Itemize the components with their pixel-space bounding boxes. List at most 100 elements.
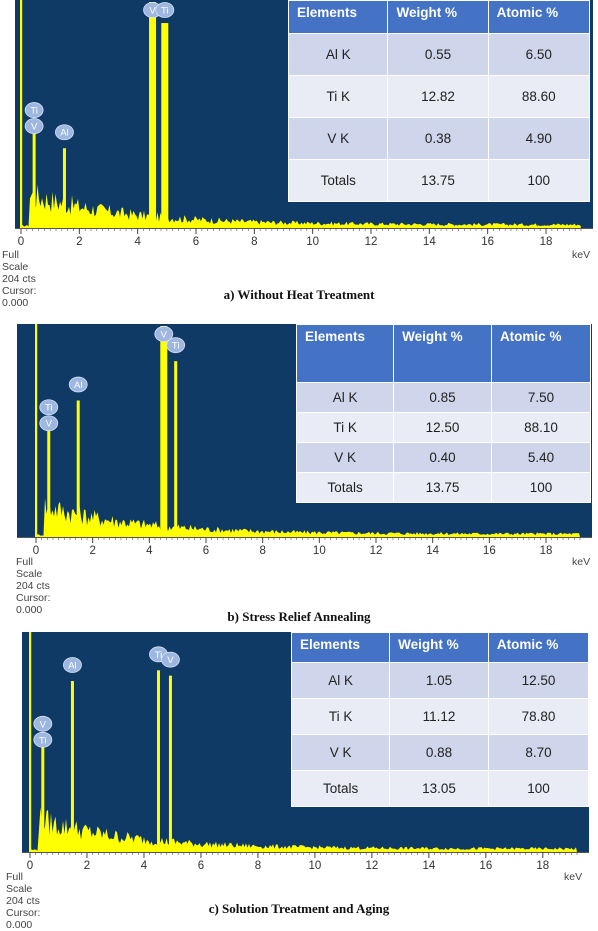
table-cell: Totals (287, 159, 389, 202)
peak-c-2 (156, 670, 160, 852)
unit-label-a: keV (572, 249, 591, 261)
table-cell: V K (295, 442, 395, 473)
peak-label-a-0-1: V (24, 118, 44, 134)
table-cell: Al K (287, 33, 389, 76)
table-row: V K 0.38 4.90 (287, 117, 591, 160)
table-cell: 0.40 (393, 442, 492, 473)
x-axis-svg-a: 0 2 4 6 8 10 12 14 16 18 (15, 228, 593, 248)
table-cell: Totals (290, 770, 391, 807)
table-cell: 88.60 (487, 75, 591, 118)
svg-text:V: V (167, 655, 174, 666)
table-cell: 6.50 (487, 33, 591, 76)
spectrum-svg-c: V Ti Al Ti V (29, 632, 577, 852)
table-cell: 0.85 (393, 382, 492, 413)
caption-c: c) Solution Treatment and Aging (208, 901, 390, 916)
peak-a-2 (149, 2, 157, 228)
composition-table-c: Elements Weight % Atomic % Al K 1.05 12.50 Ti … (290, 632, 590, 807)
peak-b-1 (76, 400, 80, 537)
spectrum-continuum-c (30, 807, 577, 852)
svg-text:Ti: Ti (45, 403, 53, 414)
peak-label-a-3-0: Ti (155, 2, 175, 18)
zero-line-c (29, 632, 32, 852)
table-cell: V K (287, 117, 389, 160)
table-cell: 5.40 (490, 442, 592, 473)
composition-table-b: Elements Weight % Atomic % Al K 0.85 7.50 Ti K… (295, 324, 592, 503)
table-cell: Ti K (295, 412, 395, 443)
svg-text:Ti: Ti (39, 735, 47, 746)
x-tick-label-b: 6 (203, 545, 209, 557)
x-tick-label-a: 6 (193, 236, 199, 248)
x-tick-label-c: 18 (536, 860, 549, 872)
x-tick-label-a: 18 (540, 236, 553, 248)
table-cell: 1.05 (389, 662, 489, 699)
table-cell: V K (290, 734, 391, 771)
svg-text:V: V (161, 330, 168, 341)
peak-label-c-3-0: V (161, 651, 180, 668)
table-cell: 12.50 (393, 412, 492, 443)
table-cell: 7.50 (490, 382, 592, 413)
caption-a: a) Without Heat Treatment (223, 287, 375, 302)
x-tick-label-c: 8 (255, 860, 261, 872)
table-cell: Ti K (287, 75, 389, 118)
table-cell: 13.75 (393, 472, 492, 503)
table-header-cell: Weight % (387, 0, 489, 34)
table-header-cell: Elements (290, 632, 391, 663)
table-header-cell: Elements (295, 324, 395, 383)
x-tick-label-a: 2 (76, 236, 82, 248)
x-tick-label-b: 8 (259, 545, 265, 557)
table-header-cell: Atomic % (487, 632, 590, 663)
table-cell: 13.75 (387, 159, 489, 202)
table-row: Al K 0.85 7.50 (295, 382, 592, 413)
table-cell: 8.70 (487, 734, 590, 771)
table-row: V K 0.40 5.40 (295, 442, 592, 473)
zero-line-b (35, 324, 38, 537)
table-cell: 100 (490, 472, 592, 503)
peak-c-1 (70, 681, 74, 852)
table-cell: 11.12 (389, 698, 489, 735)
peak-b-0 (47, 423, 51, 537)
table-cell: 100 (487, 159, 591, 202)
peak-label-c-1-0: Al (63, 657, 82, 673)
zero-line-a (20, 0, 23, 228)
x-tick-label-c: 16 (479, 860, 492, 872)
peak-label-b-0-1: V (39, 415, 59, 432)
x-tick-label-c: 0 (27, 860, 33, 872)
x-tick-label-a: 0 (18, 236, 24, 248)
peak-a-1 (62, 148, 66, 228)
table-header-cell: Weight % (393, 324, 492, 383)
x-tick-label-b: 4 (146, 545, 153, 557)
footer-text-b: Full Scale 204 cts Cursor: 0.000 (16, 556, 51, 616)
x-tick-label-b: 16 (483, 545, 496, 557)
x-axis-b: 0 2 4 6 8 10 12 14 16 18 (17, 537, 592, 559)
peak-b-2 (160, 326, 168, 537)
table-cell: 0.55 (387, 33, 489, 76)
x-tick-label-a: 14 (423, 236, 436, 248)
peak-label-b-1-0: Al (68, 376, 88, 393)
table-cell: 0.88 (389, 734, 489, 771)
svg-text:Ti: Ti (30, 106, 38, 117)
svg-text:Al: Al (60, 128, 68, 139)
table-cell: 13.05 (389, 770, 489, 807)
peak-label-c-0-1: Ti (33, 731, 53, 748)
svg-text:V: V (40, 719, 47, 730)
caption-b: b) Stress Relief Annealing (227, 609, 371, 624)
table-cell: Totals (295, 472, 395, 503)
x-axis-svg-c: 0 2 4 6 8 10 12 14 16 18 (22, 852, 589, 872)
table-row: Totals 13.75 100 (287, 159, 591, 202)
x-tick-label-b: 0 (33, 545, 39, 557)
table-header-cell: Weight % (389, 632, 489, 663)
table-row: Al K 0.55 6.50 (287, 33, 591, 76)
unit-label-c: keV (564, 871, 583, 883)
peak-label-a-1-0: Al (55, 124, 74, 141)
table-cell: Al K (295, 382, 395, 413)
x-tick-label-b: 10 (313, 545, 326, 557)
x-tick-label-c: 2 (84, 860, 90, 872)
footer-text-a: Full Scale 204 cts Cursor: 0.000 (2, 249, 37, 309)
table-row: Al K 1.05 12.50 (290, 662, 590, 699)
table-cell: 12.82 (387, 75, 489, 118)
x-tick-label-c: 14 (422, 860, 435, 872)
table-row: Totals 13.05 100 (290, 770, 590, 807)
x-tick-label-c: 6 (198, 860, 204, 872)
x-axis-a: 0 2 4 6 8 10 12 14 16 18 (15, 228, 593, 250)
peak-c-0 (41, 739, 45, 852)
